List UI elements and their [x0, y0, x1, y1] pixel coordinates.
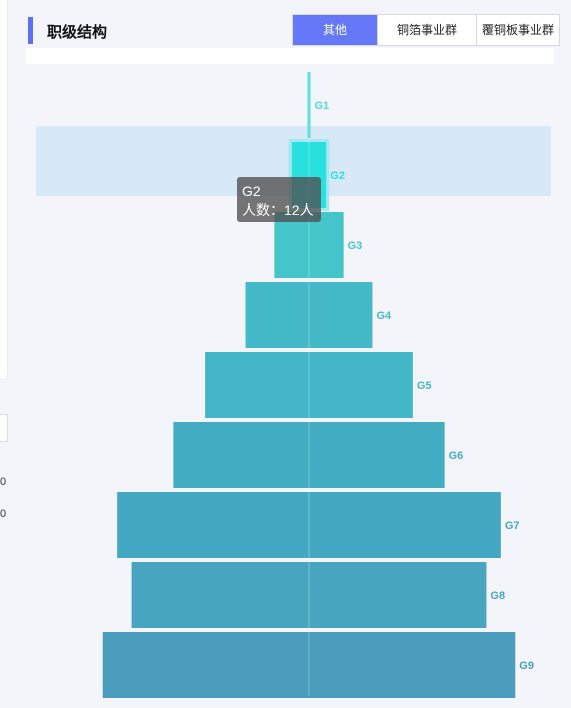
left-axis-label: 0 [0, 508, 7, 520]
funnel-label-g8: G8 [490, 590, 505, 602]
funnel-label-g2: G2 [330, 170, 345, 182]
funnel-label-g9: G9 [519, 660, 534, 672]
funnel-bar-g8[interactable] [131, 562, 487, 628]
funnel-bar-g4[interactable] [245, 282, 373, 348]
funnel-label-g3: G3 [348, 240, 363, 252]
card-header: 职级结构 其他 铜箔事业群 覆铜板事业群 [26, 14, 560, 48]
tooltip-line: 人数：12人 [242, 201, 316, 220]
tab-other[interactable]: 其他 [293, 15, 377, 45]
tooltip-label: 人数： [242, 202, 284, 218]
funnel-bar-g3[interactable] [274, 212, 344, 278]
funnel-bar-g6[interactable] [173, 422, 445, 488]
funnel-label-g4: G4 [376, 310, 392, 322]
tooltip-title: G2 [242, 183, 261, 199]
funnel-bar-g7[interactable] [117, 492, 501, 558]
page-title: 职级结构 [47, 24, 108, 41]
card-body-top [26, 48, 554, 64]
funnel-bar-g5[interactable] [205, 352, 413, 418]
chart-tooltip: G2 人数：12人 [237, 177, 321, 222]
tab-copper-foil[interactable]: 铜箔事业群 [377, 15, 476, 45]
funnel-label-g1: G1 [315, 100, 330, 112]
left-panel-edge [0, 0, 8, 378]
funnel-bar-g1[interactable] [307, 72, 311, 138]
title-accent-bar [28, 17, 33, 44]
business-group-tabs: 其他 铜箔事业群 覆铜板事业群 [292, 14, 560, 46]
left-axis-label: 0 [0, 476, 7, 488]
funnel-label-g6: G6 [449, 450, 464, 462]
funnel-label-g7: G7 [505, 520, 520, 532]
funnel-bar-g9[interactable] [102, 632, 516, 698]
funnel-label-g5: G5 [417, 380, 432, 392]
tab-ccl[interactable]: 覆铜板事业群 [476, 15, 559, 45]
tooltip-value: 12人 [284, 202, 314, 218]
left-input-edge[interactable] [0, 414, 8, 442]
